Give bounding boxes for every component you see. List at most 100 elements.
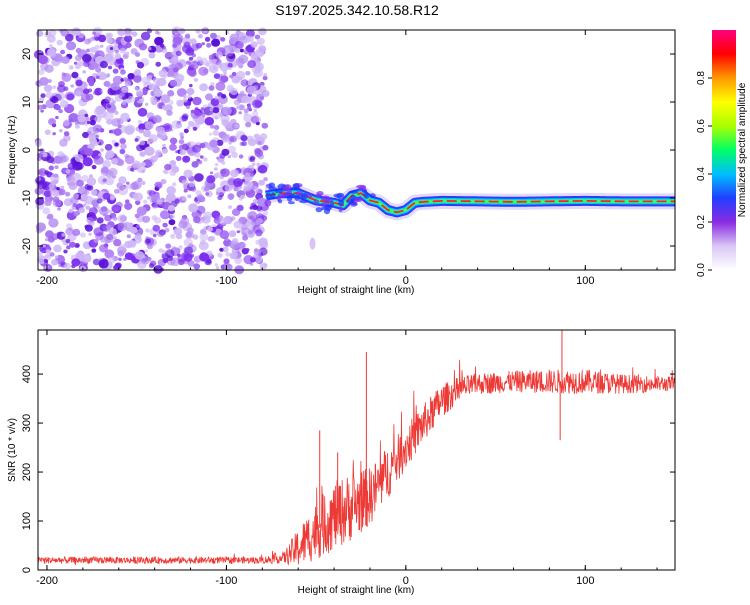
noise-speckle	[61, 56, 70, 64]
noise-speckle	[54, 255, 59, 259]
noise-speckle	[240, 134, 248, 142]
noise-speckle	[111, 118, 121, 127]
noise-speckle	[247, 60, 256, 69]
noise-speckle	[207, 226, 213, 232]
noise-speckle	[132, 160, 141, 169]
noise-speckle	[181, 179, 189, 186]
noise-speckle	[164, 227, 170, 233]
noise-speckle	[148, 263, 155, 269]
noise-speckle	[152, 203, 158, 209]
noise-speckle	[219, 230, 230, 240]
noise-speckle	[223, 239, 232, 247]
noise-speckle	[188, 120, 194, 127]
y-tick-label: 20	[21, 48, 33, 60]
noise-speckle	[126, 234, 131, 239]
noise-speckle	[36, 176, 42, 182]
noise-speckle	[114, 142, 119, 147]
noise-speckle	[45, 230, 54, 239]
noise-speckle	[227, 155, 232, 159]
noise-speckle	[173, 33, 184, 43]
noise-speckle	[219, 62, 229, 72]
noise-speckle	[209, 107, 214, 112]
noise-speckle	[89, 137, 98, 145]
noise-speckle	[190, 109, 201, 119]
noise-speckle	[165, 249, 175, 258]
noise-speckle	[127, 73, 135, 80]
snr-x-ticks: -200 -100 0 100	[36, 330, 658, 587]
noise-speckle	[100, 166, 109, 174]
noise-speckle	[214, 172, 221, 178]
ridge-speckle	[298, 199, 309, 204]
noise-speckle	[192, 126, 198, 131]
noise-speckle	[196, 56, 203, 62]
noise-speckle	[134, 213, 140, 219]
noise-speckle	[233, 75, 240, 81]
ridge-speckle	[306, 192, 313, 199]
noise-speckle	[93, 238, 99, 244]
noise-speckle	[143, 129, 152, 138]
noise-speckle	[175, 248, 181, 254]
noise-speckle	[188, 203, 199, 213]
noise-speckle	[76, 179, 84, 187]
noise-speckle	[199, 232, 209, 242]
noise-speckle	[217, 195, 223, 201]
noise-speckle	[44, 129, 51, 135]
noise-speckle	[221, 148, 230, 156]
noise-speckle	[41, 152, 48, 158]
noise-speckle	[262, 144, 269, 151]
noise-speckle	[124, 240, 133, 249]
snr-y-ticks: 0 100 200 300 400	[21, 365, 675, 573]
noise-speckle	[238, 111, 242, 115]
noise-speckle	[49, 44, 53, 48]
noise-speckle	[221, 161, 226, 165]
noise-speckle	[108, 209, 113, 214]
spectrogram-x-ticks: -200 -100 0 100	[36, 30, 658, 287]
noise-speckle	[91, 248, 97, 253]
noise-speckle	[155, 61, 161, 67]
noise-speckle	[120, 143, 127, 150]
noise-speckle	[140, 162, 146, 167]
noise-speckle	[217, 252, 223, 258]
noise-speckle	[228, 230, 237, 238]
noise-speckle	[193, 263, 201, 270]
noise-speckle	[75, 79, 83, 87]
noise-speckle	[69, 241, 76, 248]
noise-speckle	[82, 70, 86, 74]
noise-speckle	[134, 96, 140, 102]
noise-speckle	[153, 265, 163, 274]
noise-speckle	[117, 214, 127, 223]
noise-speckle	[256, 37, 265, 45]
noise-speckle	[246, 85, 257, 95]
x-tick-label: -200	[36, 275, 58, 287]
ridge-speckle	[264, 199, 272, 207]
noise-speckle	[210, 98, 220, 106]
noise-speckle	[118, 243, 126, 250]
noise-speckle	[100, 148, 104, 152]
noise-speckle	[37, 180, 48, 190]
noise-speckle	[104, 96, 111, 102]
noise-speckle	[50, 189, 59, 197]
noise-speckle	[40, 93, 46, 99]
noise-speckle	[68, 182, 78, 190]
noise-speckle	[106, 224, 112, 230]
noise-speckle	[73, 61, 78, 65]
noise-speckle	[196, 158, 200, 162]
noise-speckle	[103, 80, 111, 87]
ridge-speckle	[321, 206, 326, 211]
noise-speckle	[182, 113, 189, 120]
colorbar-ticks: 0.0 0.2 0.4 0.6 0.8	[696, 71, 712, 277]
noise-speckle	[144, 146, 155, 156]
noise-speckle	[160, 178, 167, 185]
noise-speckle	[226, 46, 232, 51]
noise-speckle	[58, 188, 66, 196]
noise-speckle	[125, 42, 132, 48]
x-tick-label: 100	[576, 275, 594, 287]
noise-speckle	[123, 257, 127, 261]
noise-speckle	[206, 42, 212, 48]
noise-speckle	[125, 51, 130, 56]
noise-speckle	[35, 30, 44, 37]
noise-speckle	[111, 158, 119, 165]
ridge-speckle	[324, 199, 334, 204]
noise-speckle	[170, 233, 176, 239]
noise-speckle	[204, 36, 211, 42]
